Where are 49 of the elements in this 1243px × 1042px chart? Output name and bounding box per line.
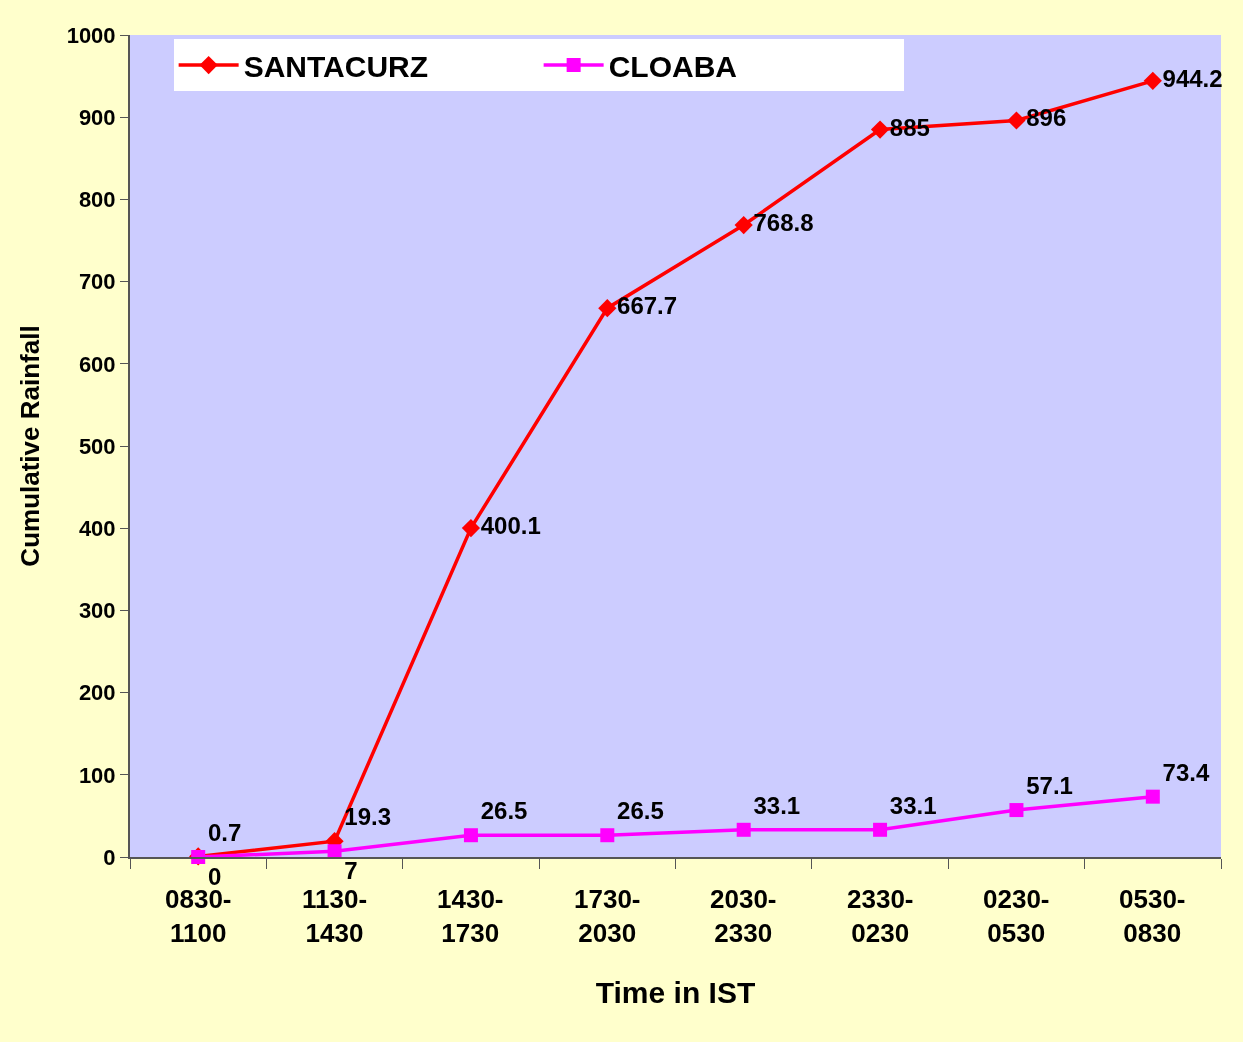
x-tick-label: 0530- 0830 xyxy=(1119,884,1186,948)
x-tick-label: 1130- 1430 xyxy=(302,884,368,948)
point xyxy=(734,215,753,235)
data-label: 26.5 xyxy=(617,797,664,825)
y-tick-label: 600 xyxy=(78,351,116,377)
point xyxy=(1009,803,1024,818)
y-axis-title: Cumulative Rainfall xyxy=(14,325,45,567)
y-tick-label: 200 xyxy=(78,680,116,706)
legend-label: SANTACURZ xyxy=(243,49,429,83)
x-tick-label: 2330- 0230 xyxy=(847,884,914,948)
x-tick-label: 0230- 0530 xyxy=(983,884,1050,948)
data-label: 57.1 xyxy=(1026,772,1073,800)
point xyxy=(873,822,888,837)
y-tick-label: 700 xyxy=(78,269,116,295)
data-label: 26.5 xyxy=(480,797,528,825)
data-label: 896 xyxy=(1026,104,1067,132)
point xyxy=(870,120,890,139)
point xyxy=(463,828,478,843)
data-label: 944.2 xyxy=(1162,64,1223,92)
point xyxy=(327,844,342,859)
data-label: 33.1 xyxy=(753,792,801,820)
data-label: 33.1 xyxy=(889,792,937,820)
data-label: 19.3 xyxy=(344,803,392,831)
x-tick-label: 1730- 2030 xyxy=(574,884,641,948)
point xyxy=(1007,111,1026,130)
data-label: 7 xyxy=(344,857,358,884)
x-axis-title: Time in IST xyxy=(595,976,756,1009)
data-label: 400.1 xyxy=(480,512,541,540)
y-tick-label: 800 xyxy=(78,187,116,213)
point xyxy=(598,299,617,318)
data-label: 0.7 xyxy=(207,818,242,846)
point xyxy=(461,519,481,538)
x-tick-label: 1430- 1730 xyxy=(437,884,504,948)
point xyxy=(1145,789,1160,804)
y-tick-label: 500 xyxy=(78,433,116,459)
y-tick-label: 300 xyxy=(78,598,116,624)
y-tick-label: 100 xyxy=(78,762,116,788)
data-label: 73.4 xyxy=(1162,758,1210,786)
data-label: 768.8 xyxy=(753,209,814,237)
point xyxy=(736,822,751,837)
y-tick-label: 1000 xyxy=(66,22,116,48)
point xyxy=(600,828,615,843)
data-label: 667.7 xyxy=(617,292,678,320)
point xyxy=(1143,71,1162,90)
x-tick-label: 2030- 2330 xyxy=(710,884,777,948)
y-tick-label: 900 xyxy=(78,104,116,130)
y-tick-label: 0 xyxy=(103,844,116,870)
legend-label: CLOABA xyxy=(608,49,737,83)
y-tick-label: 400 xyxy=(78,515,116,541)
